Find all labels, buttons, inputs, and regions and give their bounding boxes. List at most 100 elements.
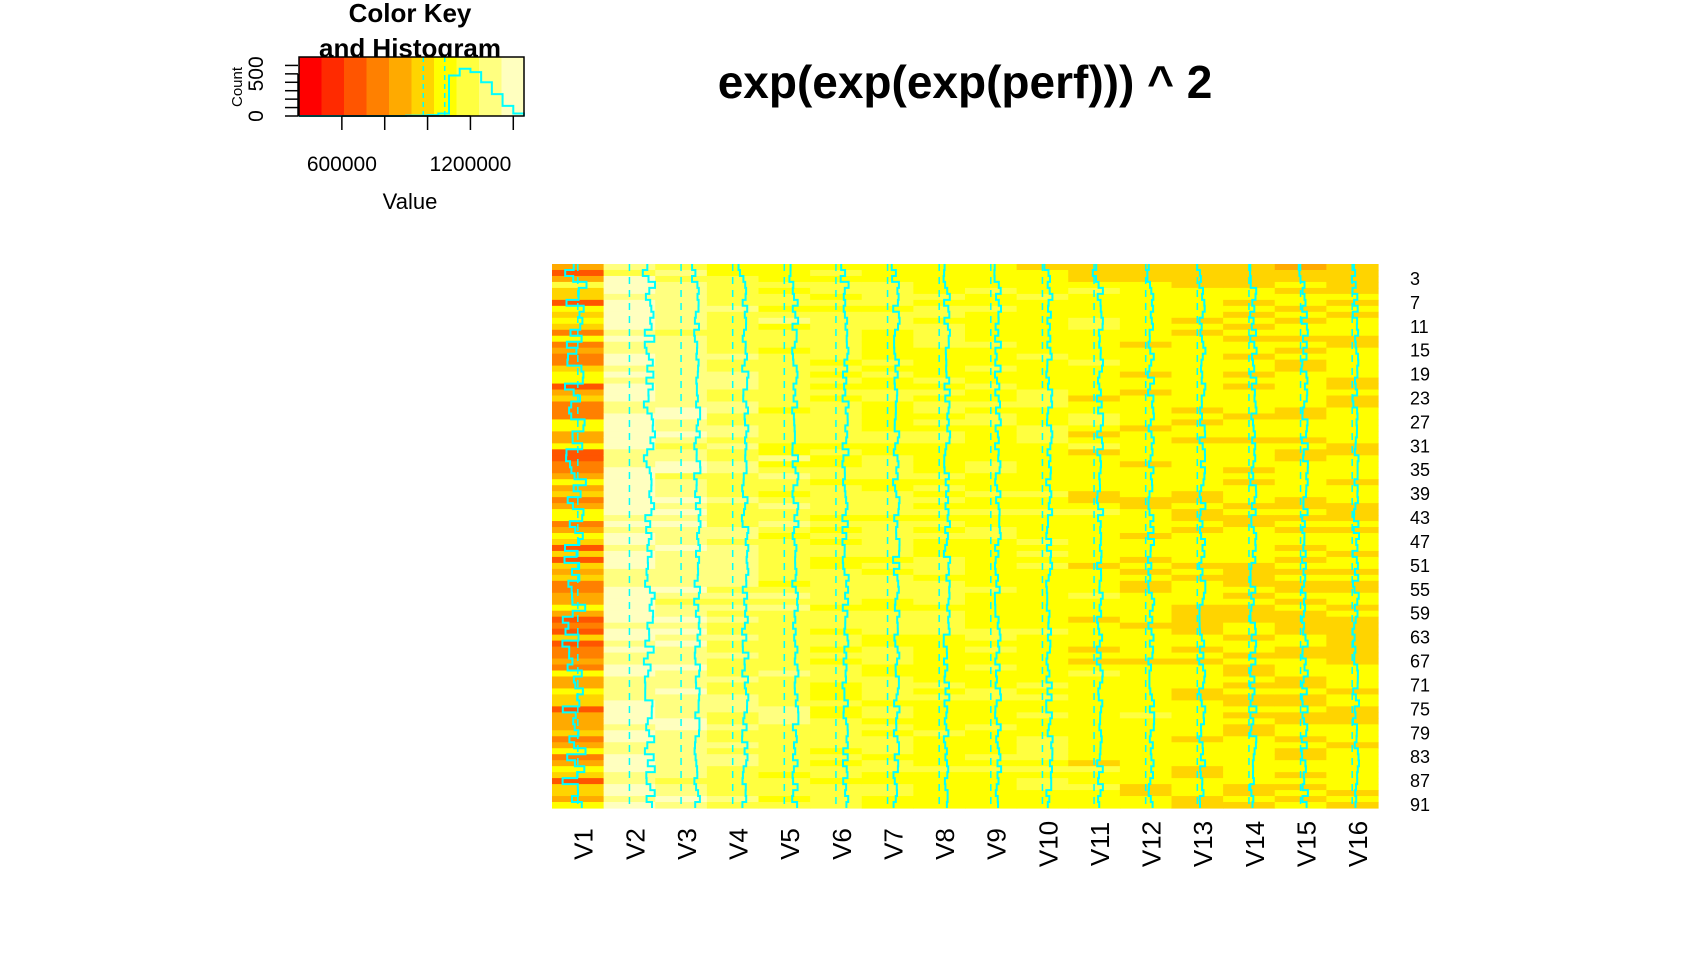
heatmap-cell <box>1326 491 1379 498</box>
row-label: 19 <box>1410 365 1430 385</box>
heatmap-cell <box>1119 269 1173 277</box>
heatmap-cell <box>1171 634 1224 642</box>
heatmap-cell <box>1223 503 1276 510</box>
heatmap-cell <box>1274 377 1327 385</box>
heatmap-cell <box>913 377 966 385</box>
heatmap-cell <box>913 634 966 642</box>
heatmap-cell <box>1068 592 1121 600</box>
heatmap-cell <box>965 634 1018 642</box>
heatmap-cell <box>1016 802 1069 809</box>
heatmap-cell <box>810 646 863 654</box>
heatmap-cell <box>810 455 863 462</box>
heatmap-cell <box>1068 311 1121 319</box>
heatmap-cell <box>861 359 914 367</box>
heatmap-cell <box>1171 281 1224 289</box>
heatmap-cell <box>1326 335 1379 343</box>
heatmap-cell <box>655 688 708 696</box>
heatmap-cell <box>1119 437 1173 444</box>
heatmap-cell <box>965 580 1018 588</box>
heatmap-cell <box>603 544 656 552</box>
heatmap-cell <box>1223 736 1276 743</box>
row-label: 23 <box>1410 389 1430 409</box>
heatmap-cell <box>861 533 914 540</box>
heatmap-cell <box>603 347 656 355</box>
heatmap-cell <box>1068 503 1121 510</box>
heatmap-cell <box>913 425 966 432</box>
heatmap-cell <box>965 778 1018 785</box>
heatmap-cell <box>706 634 760 642</box>
heatmap-trace <box>1091 264 1105 808</box>
heatmap-cell <box>1068 778 1121 785</box>
heatmap-cell <box>655 556 708 564</box>
heatmap-cell <box>655 724 708 731</box>
heatmap-cell <box>1274 491 1327 498</box>
row-label: 31 <box>1410 436 1430 456</box>
heatmap-cell <box>1016 766 1069 773</box>
heatmap-cell <box>1274 269 1327 277</box>
heatmap-cell <box>1326 658 1379 666</box>
heatmap-cell <box>1171 802 1224 809</box>
heatmap-cell <box>1016 736 1069 743</box>
heatmap-cell <box>810 389 863 397</box>
heatmap-cell <box>1068 533 1121 540</box>
heatmap-cell <box>706 467 760 474</box>
heatmap-cell <box>758 790 811 797</box>
heatmap-cell <box>1223 401 1276 409</box>
heatmap-cell <box>1016 610 1069 618</box>
heatmap-cell <box>603 515 656 522</box>
heatmap-cell <box>965 646 1018 654</box>
heatmap-cell <box>1223 724 1276 731</box>
heatmap-cell <box>1171 658 1224 666</box>
color-key-band <box>434 57 458 116</box>
heatmap-cell <box>1119 479 1173 486</box>
heatmap-cell <box>1016 712 1069 719</box>
heatmap-cell <box>655 515 708 522</box>
heatmap-cell <box>1068 556 1121 564</box>
row-labels: 3 7 11 15 19 23 27 31 35 39 43 47 51 55 59 63 67 71 75 79 83… <box>1410 269 1430 815</box>
heatmap-cell <box>913 766 966 773</box>
heatmap-cell <box>706 766 760 773</box>
heatmap-cell <box>861 467 914 474</box>
heatmap-cell <box>603 401 656 409</box>
heatmap-cell <box>1016 556 1069 564</box>
heatmap-cell <box>810 311 863 319</box>
heatmap-cell <box>552 425 605 432</box>
heatmap-cell <box>1068 766 1121 773</box>
heatmap-cell <box>1223 467 1276 474</box>
heatmap-trace <box>839 264 850 808</box>
heatmap-cell <box>861 736 914 743</box>
heatmap-cell <box>1119 610 1173 618</box>
heatmap-cell <box>1274 610 1327 618</box>
heatmap-cell <box>965 281 1018 289</box>
heatmap-cell <box>810 712 863 719</box>
heatmap-cell <box>1016 503 1069 510</box>
heatmap-cell <box>1223 413 1276 421</box>
heatmap-cell <box>603 688 656 696</box>
heatmap-cell <box>758 503 811 510</box>
heatmap-cell <box>603 335 656 343</box>
color-key-x-tick-label: 1200000 <box>430 153 512 176</box>
heatmap-cell <box>1068 425 1121 432</box>
color-key: Color Key and Histogram 600000 1200000050… <box>229 0 525 214</box>
heatmap-cell <box>861 323 914 331</box>
heatmap-cell <box>965 491 1018 498</box>
chart-title: exp(exp(exp(perf))) ^ 2 <box>718 56 1213 108</box>
heatmap-cell <box>758 700 811 707</box>
heatmap-cell <box>603 503 656 510</box>
heatmap-cell <box>758 401 811 409</box>
heatmap-cell <box>913 359 966 367</box>
heatmap-cell <box>1274 503 1327 510</box>
heatmap-cell <box>1016 281 1069 289</box>
color-key-title-line1: Color Key <box>349 0 472 28</box>
heatmap-cell <box>861 455 914 462</box>
heatmap-cell <box>758 491 811 498</box>
heatmap-cell <box>552 754 605 761</box>
heatmap-cell <box>965 311 1018 319</box>
heatmap-cell <box>1119 688 1173 696</box>
row-label: 59 <box>1410 604 1430 624</box>
heatmap-cell <box>965 556 1018 564</box>
heatmap-cell <box>758 778 811 785</box>
heatmap-cell <box>810 467 863 474</box>
heatmap-cell <box>810 724 863 731</box>
